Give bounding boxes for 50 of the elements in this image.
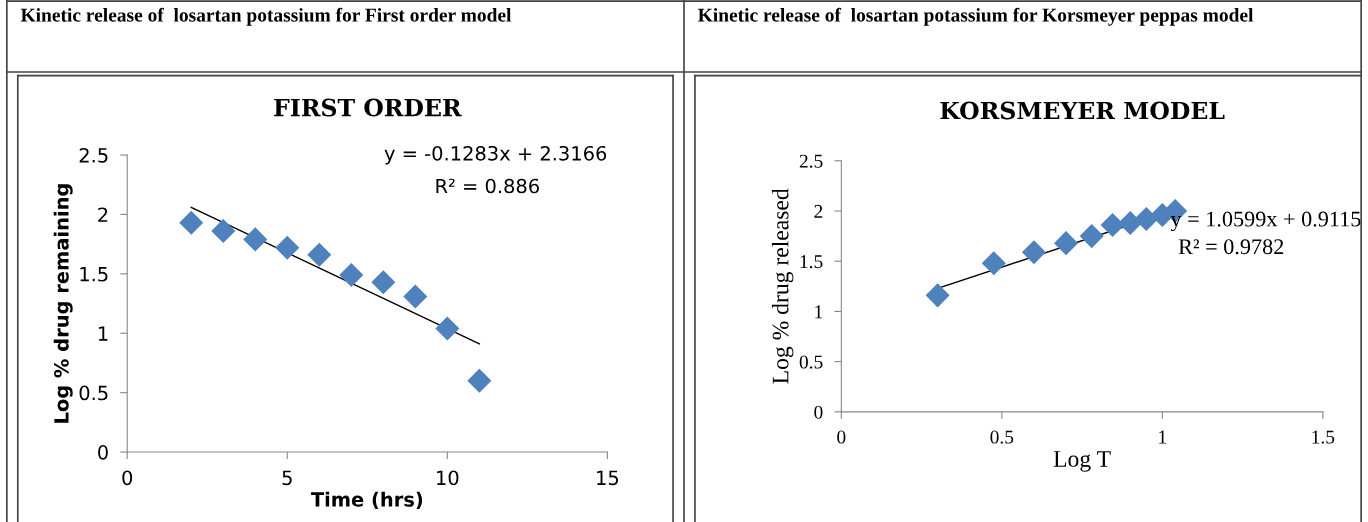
y-tick-label: 2 xyxy=(98,207,108,222)
y-axis-title: Log % drug released xyxy=(771,188,794,384)
point xyxy=(211,219,236,244)
x-tick-label: 5 xyxy=(282,470,292,486)
chart-subtitle: Kinetic release of losartan potassium for Korsmeyer peppas model xyxy=(698,7,1254,26)
chart-subtitle: Kinetic release of losartan potassium for First order model xyxy=(20,7,512,26)
y-tick-label: 2 xyxy=(814,204,823,218)
chart-title: KORSMEYER MODEL xyxy=(940,101,1225,120)
x-axis-title: Log T xyxy=(1053,451,1111,472)
y-tick-label: 1 xyxy=(815,305,823,319)
point xyxy=(371,270,396,295)
x-tick-label: 1 xyxy=(1159,430,1167,444)
point xyxy=(1100,213,1125,238)
y-axis-title: Log % drug remaining xyxy=(53,184,73,423)
annotation: R² = 0.9782 xyxy=(1178,239,1284,255)
point xyxy=(1021,240,1046,265)
y-tick-label: 0 xyxy=(814,405,823,419)
point xyxy=(1079,224,1104,249)
point xyxy=(339,263,364,288)
x-tick-label: 0 xyxy=(122,470,133,486)
x-tick-label: 0 xyxy=(837,430,846,444)
point xyxy=(1054,231,1079,256)
point xyxy=(243,227,268,252)
point xyxy=(275,235,300,260)
y-tick-label: 1.5 xyxy=(80,267,108,282)
y-tick-label: 1.5 xyxy=(800,255,823,269)
chart-title: FIRST ORDER xyxy=(274,98,462,117)
point xyxy=(467,368,492,393)
annotation: R² = 0.886 xyxy=(436,178,539,194)
x-tick-label: 1.5 xyxy=(1312,430,1335,444)
annotation: y = -0.1283x + 2.3166 xyxy=(384,145,607,165)
x-tick-label: 15 xyxy=(597,470,619,486)
point xyxy=(981,251,1006,276)
y-tick-label: 2.5 xyxy=(799,154,823,168)
point xyxy=(435,316,460,341)
y-tick-label: 0.5 xyxy=(79,385,108,401)
y-tick-label: 1 xyxy=(98,326,108,341)
point xyxy=(1118,211,1143,236)
point xyxy=(925,283,950,308)
point xyxy=(403,284,428,309)
point xyxy=(179,210,204,235)
y-tick-label: 0.5 xyxy=(799,355,823,369)
x-tick-label: 10 xyxy=(437,470,459,486)
x-tick-label: 0.5 xyxy=(990,430,1014,444)
point xyxy=(1134,207,1159,232)
point xyxy=(307,242,332,267)
x-axis-title: Time (hrs) xyxy=(310,491,423,510)
y-tick-label: 0 xyxy=(98,445,108,460)
y-tick-label: 2.5 xyxy=(79,147,108,163)
annotation: y = 1.0599x + 0.9115 xyxy=(1170,211,1361,232)
